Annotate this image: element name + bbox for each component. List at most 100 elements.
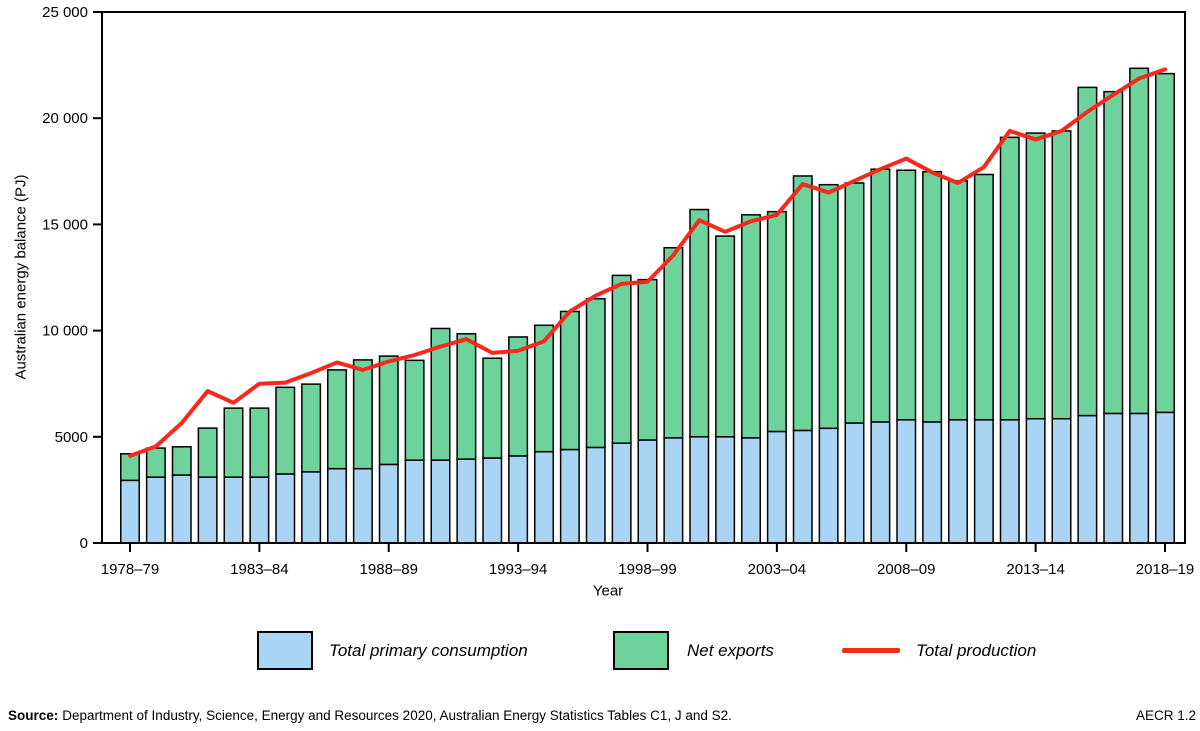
bar-consumption-2011–12 <box>973 419 994 544</box>
bar-consumption-2017–18 <box>1129 412 1150 544</box>
bar-net-exports-1984–85 <box>275 386 296 475</box>
bar-consumption-1978–79 <box>120 479 140 544</box>
bar-consumption-2010–11 <box>948 419 968 544</box>
bar-net-exports-1991–92 <box>456 333 477 460</box>
bar-net-exports-2009–10 <box>922 170 943 423</box>
y-tick-label: 15 000 <box>42 216 88 233</box>
bar-net-exports-2005–06 <box>818 183 839 430</box>
bar-consumption-1988–89 <box>378 463 399 544</box>
bar-consumption-1987–88 <box>352 467 373 544</box>
x-tick-label: 1998–99 <box>618 561 676 578</box>
bar-consumption-2009–10 <box>922 421 943 544</box>
bar-consumption-2003–04 <box>766 430 787 544</box>
y-tick-label: 5000 <box>55 429 88 446</box>
x-tick-label: 2013–14 <box>1006 561 1064 578</box>
bar-net-exports-1979–80 <box>145 447 166 478</box>
bar-consumption-1996–97 <box>585 446 606 544</box>
bar-net-exports-1982–83 <box>223 407 244 478</box>
bar-consumption-1984–85 <box>275 473 296 544</box>
bar-consumption-1986–87 <box>327 467 347 544</box>
bar-consumption-2014–15 <box>1051 417 1072 544</box>
bar-consumption-2000–01 <box>689 436 710 544</box>
bar-consumption-1991–92 <box>456 458 477 544</box>
bar-net-exports-1995–96 <box>559 310 580 451</box>
bar-consumption-1992–93 <box>482 457 503 544</box>
bar-consumption-1997–98 <box>611 442 632 544</box>
bar-net-exports-1985–86 <box>301 383 322 473</box>
bar-net-exports-2018–19 <box>1155 72 1175 414</box>
bar-consumption-2008–09 <box>896 419 917 544</box>
bar-consumption-2004–05 <box>792 429 813 544</box>
bar-net-exports-2007–08 <box>870 168 891 423</box>
bar-consumption-1985–86 <box>301 471 322 544</box>
source-label: Source: <box>8 708 59 723</box>
bar-consumption-2001–02 <box>715 436 736 544</box>
bar-net-exports-2003–04 <box>766 210 787 433</box>
bar-consumption-1999–00 <box>663 437 684 544</box>
y-tick-label: 0 <box>80 535 88 552</box>
bar-net-exports-1983–84 <box>249 407 270 478</box>
bar-consumption-1983–84 <box>249 476 270 544</box>
x-tick-label: 1993–94 <box>489 561 547 578</box>
legend-label-total-production: Total production <box>916 641 1037 660</box>
bar-consumption-1981–82 <box>197 476 218 544</box>
bar-consumption-1994–95 <box>534 450 554 544</box>
bar-net-exports-2006–07 <box>844 182 865 424</box>
bar-net-exports-2014–15 <box>1051 130 1072 420</box>
bar-net-exports-1997–98 <box>611 274 632 444</box>
total-production-line <box>128 67 1167 458</box>
legend-swatch-total-primary-consumption <box>257 631 313 670</box>
bar-net-exports-1987–88 <box>352 359 373 470</box>
y-axis-title: Australian energy balance (PJ) <box>12 174 30 380</box>
bar-net-exports-1999–00 <box>663 247 684 439</box>
x-tick-label: 1983–84 <box>230 561 288 578</box>
y-tick-label: 25 000 <box>42 4 88 21</box>
x-tick-label: 1988–89 <box>360 561 418 578</box>
legend-label-total-primary-consumption: Total primary consumption <box>329 641 528 660</box>
bar-net-exports-1996–97 <box>585 297 606 449</box>
bar-net-exports-2012–13 <box>999 136 1020 421</box>
bar-consumption-2013–14 <box>1025 417 1046 544</box>
x-tick-label: 2018–19 <box>1136 561 1194 578</box>
bar-net-exports-1992–93 <box>482 357 503 459</box>
legend-swatch-net-exports <box>613 631 669 670</box>
bar-net-exports-1986–87 <box>327 369 347 470</box>
bar-net-exports-2008–09 <box>896 169 917 421</box>
bar-net-exports-2016–17 <box>1103 90 1124 415</box>
bar-consumption-1989–90 <box>404 459 425 544</box>
bar-net-exports-2013–14 <box>1025 132 1046 420</box>
bar-net-exports-1989–90 <box>404 359 425 461</box>
bar-net-exports-1993–94 <box>508 336 529 457</box>
bar-net-exports-2010–11 <box>948 180 968 421</box>
bar-net-exports-2004–05 <box>792 175 813 432</box>
bar-net-exports-1981–82 <box>197 427 218 478</box>
source-text: Department of Industry, Science, Energy … <box>62 708 732 723</box>
bar-net-exports-1998–99 <box>637 278 658 441</box>
bar-net-exports-2001–02 <box>715 235 736 438</box>
bar-net-exports-2000–01 <box>689 208 710 438</box>
bar-consumption-1982–83 <box>223 476 244 544</box>
x-tick-label: 2008–09 <box>877 561 935 578</box>
bar-net-exports-1990–91 <box>430 327 451 461</box>
bar-net-exports-1988–89 <box>378 355 399 466</box>
bar-consumption-2018–19 <box>1155 411 1175 544</box>
y-tick-label: 10 000 <box>42 323 88 340</box>
bar-consumption-2012–13 <box>999 419 1020 544</box>
x-axis-title: Year <box>592 582 624 600</box>
x-tick-label: 1978–79 <box>101 561 159 578</box>
bar-consumption-1995–96 <box>559 448 580 544</box>
bar-consumption-1990–91 <box>430 459 451 544</box>
y-tick-label: 20 000 <box>42 110 88 127</box>
bar-net-exports-2017–18 <box>1129 67 1150 415</box>
bar-net-exports-2015–16 <box>1077 86 1098 417</box>
bar-consumption-2016–17 <box>1103 412 1124 544</box>
source-note: Source: Department of Industry, Science, … <box>8 708 732 723</box>
bar-consumption-1993–94 <box>508 455 529 544</box>
bar-consumption-2006–07 <box>844 422 865 544</box>
legend-line-total-production <box>842 648 900 653</box>
bar-net-exports-2011–12 <box>973 173 994 421</box>
bar-consumption-1979–80 <box>145 476 166 544</box>
bar-consumption-2002–03 <box>741 437 761 544</box>
bar-consumption-1998–99 <box>637 439 658 544</box>
